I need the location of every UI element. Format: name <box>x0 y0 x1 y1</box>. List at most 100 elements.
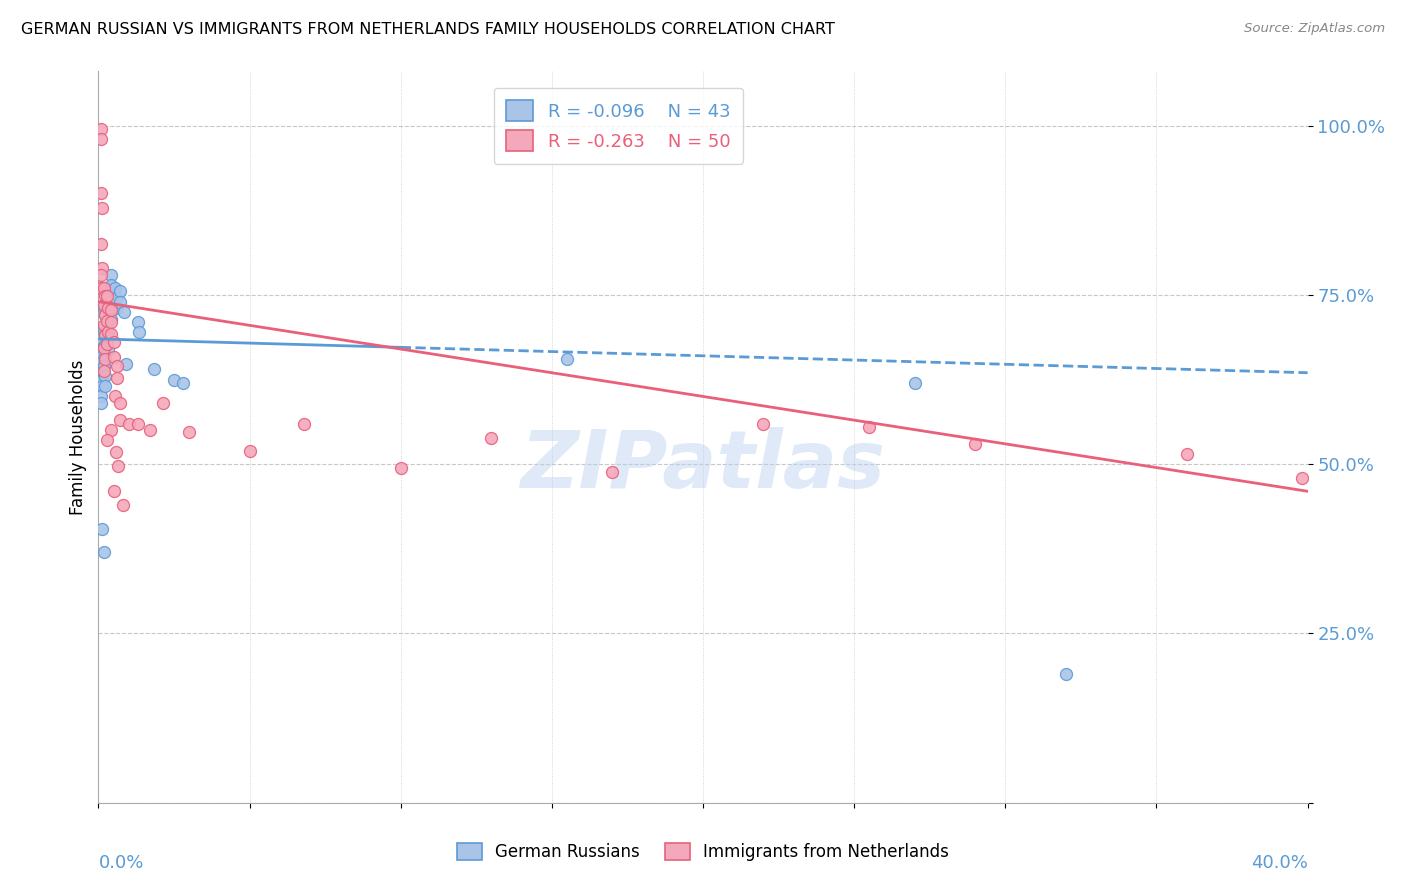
Point <box>93 341 115 355</box>
Point <box>96 281 118 295</box>
Point <box>104 445 127 459</box>
Point <box>752 417 775 431</box>
Point <box>93 318 115 333</box>
Point <box>1291 471 1313 485</box>
Point <box>179 425 201 439</box>
Point <box>97 291 120 305</box>
Point <box>94 328 117 343</box>
Point <box>292 417 315 431</box>
Point <box>90 396 112 410</box>
Point <box>107 458 129 473</box>
Point <box>90 132 112 146</box>
Point <box>1054 667 1077 681</box>
Point <box>239 443 262 458</box>
Point <box>112 305 135 319</box>
Point <box>111 498 134 512</box>
Point <box>143 362 166 376</box>
Point <box>103 350 125 364</box>
Point <box>97 301 120 316</box>
Text: Source: ZipAtlas.com: Source: ZipAtlas.com <box>1244 22 1385 36</box>
Text: ZIPatlas: ZIPatlas <box>520 427 886 506</box>
Point <box>93 545 115 559</box>
Point <box>105 301 128 316</box>
Point <box>98 289 121 303</box>
Point <box>94 328 117 343</box>
Point <box>90 332 112 346</box>
Point <box>163 372 186 386</box>
Point <box>100 302 122 317</box>
Point <box>94 352 117 367</box>
Point <box>100 268 122 282</box>
Point <box>96 336 118 351</box>
Point <box>91 379 114 393</box>
Point <box>152 396 174 410</box>
Point <box>108 396 131 410</box>
Point <box>90 342 112 356</box>
Point <box>90 372 112 386</box>
Point <box>90 362 112 376</box>
Point <box>90 355 112 369</box>
Point <box>91 349 114 363</box>
Point <box>118 417 141 431</box>
Point <box>105 359 128 373</box>
Point <box>97 311 120 326</box>
Point <box>96 434 118 448</box>
Point <box>94 349 117 363</box>
Y-axis label: Family Households: Family Households <box>69 359 87 515</box>
Point <box>94 369 117 384</box>
Point <box>104 281 127 295</box>
Point <box>96 313 118 327</box>
Point <box>94 289 117 303</box>
Point <box>172 376 194 390</box>
Point <box>127 417 149 431</box>
Point <box>94 379 117 393</box>
Point <box>93 322 115 336</box>
Point <box>94 308 117 322</box>
Point <box>90 237 112 252</box>
Point <box>93 364 115 378</box>
Point <box>97 343 120 358</box>
Point <box>105 371 128 385</box>
Point <box>100 423 122 437</box>
Point <box>389 460 412 475</box>
Point <box>90 389 112 403</box>
Point <box>108 294 131 309</box>
Point <box>128 325 150 339</box>
Point <box>90 201 112 215</box>
Point <box>965 437 987 451</box>
Point <box>481 432 503 446</box>
Text: GERMAN RUSSIAN VS IMMIGRANTS FROM NETHERLANDS FAMILY HOUSEHOLDS CORRELATION CHAR: GERMAN RUSSIAN VS IMMIGRANTS FROM NETHER… <box>21 22 835 37</box>
Point <box>90 186 112 201</box>
Point <box>1175 447 1198 461</box>
Point <box>97 325 120 339</box>
Point <box>93 298 115 312</box>
Point <box>555 352 578 367</box>
Text: 40.0%: 40.0% <box>1251 854 1308 872</box>
Point <box>103 335 125 350</box>
Text: 0.0%: 0.0% <box>98 854 143 872</box>
Legend: German Russians, Immigrants from Netherlands: German Russians, Immigrants from Netherl… <box>450 836 956 868</box>
Point <box>104 389 127 403</box>
Point <box>96 301 118 316</box>
Point <box>108 285 131 299</box>
Point <box>858 420 880 434</box>
Point <box>139 423 162 437</box>
Point <box>96 332 118 346</box>
Point <box>93 338 115 352</box>
Point <box>104 291 127 305</box>
Point <box>90 122 112 136</box>
Point <box>103 484 125 499</box>
Point <box>904 376 927 390</box>
Point <box>94 308 117 322</box>
Point <box>100 311 122 326</box>
Point <box>100 301 122 316</box>
Point <box>108 413 131 427</box>
Point <box>90 281 112 295</box>
Point <box>96 289 118 303</box>
Point <box>93 359 115 373</box>
Point <box>93 301 115 316</box>
Point <box>100 327 122 342</box>
Point <box>114 357 136 371</box>
Point <box>91 260 114 275</box>
Point <box>91 521 114 535</box>
